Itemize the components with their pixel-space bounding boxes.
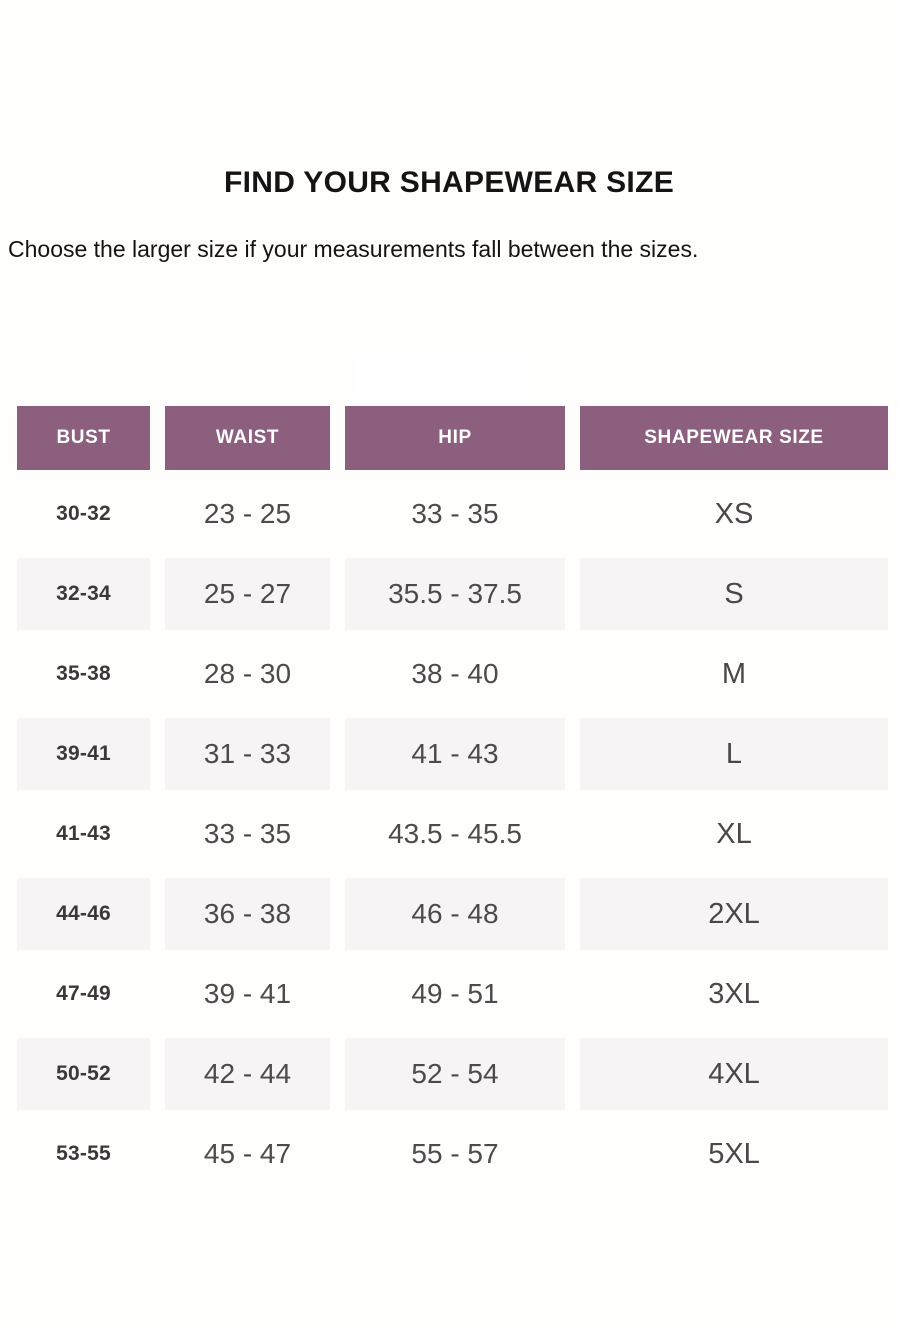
- size-cell: 4XL: [580, 1038, 888, 1110]
- waist-cell: 45 - 47: [203, 1138, 292, 1169]
- hip-cell: 43.5 - 45.5: [388, 818, 522, 849]
- waist-cell: 23 - 25: [203, 498, 292, 529]
- size-cell: S: [580, 558, 888, 630]
- hip-cell: 33 - 35: [411, 498, 499, 529]
- bust-cell: 47-49: [56, 982, 111, 1005]
- size-cell: 2XL: [580, 878, 888, 950]
- column-header-bust: BUST: [17, 406, 150, 470]
- hip-cell: 35.5 - 37.5: [345, 558, 565, 630]
- size-cell: 3XL: [708, 977, 760, 1010]
- waist-cell: 33 - 35: [203, 818, 292, 849]
- hip-cell: 41 - 43: [345, 718, 565, 790]
- bust-cell: 44-46: [17, 878, 150, 950]
- column-header-shapewear-size: SHAPEWEAR SIZE: [580, 406, 888, 470]
- bust-cell: 35-38: [56, 662, 111, 685]
- column-header-hip: HIP: [345, 406, 565, 470]
- bust-cell: 41-43: [56, 822, 111, 845]
- bust-cell: 32-34: [17, 558, 150, 630]
- size-cell: XS: [714, 497, 754, 530]
- hip-cell: 49 - 51: [411, 978, 499, 1009]
- size-cell: M: [721, 657, 747, 690]
- bust-cell: 39-41: [17, 718, 150, 790]
- size-cell: L: [580, 718, 888, 790]
- page-title: FIND YOUR SHAPEWEAR SIZE: [223, 166, 675, 199]
- size-cell: 5XL: [708, 1137, 760, 1170]
- size-cell: XL: [716, 817, 752, 850]
- column-header-waist: WAIST: [165, 406, 330, 470]
- bust-cell: 30-32: [56, 502, 111, 525]
- waist-cell: 31 - 33: [165, 718, 330, 790]
- bust-cell: 50-52: [17, 1038, 150, 1110]
- page-subtitle: Choose the larger size if your measureme…: [8, 236, 699, 262]
- hip-cell: 46 - 48: [345, 878, 565, 950]
- waist-cell: 36 - 38: [165, 878, 330, 950]
- waist-cell: 42 - 44: [165, 1038, 330, 1110]
- ghost-watermark: [358, 351, 534, 398]
- waist-cell: 28 - 30: [203, 658, 292, 689]
- bust-cell: 53-55: [56, 1142, 111, 1165]
- waist-cell: 39 - 41: [203, 978, 292, 1009]
- hip-cell: 55 - 57: [411, 1138, 499, 1169]
- size-chart-table: BUST WAIST HIP SHAPEWEAR SIZE 30-32 23 - …: [17, 406, 888, 1190]
- hip-cell: 38 - 40: [411, 658, 499, 689]
- waist-cell: 25 - 27: [165, 558, 330, 630]
- hip-cell: 52 - 54: [345, 1038, 565, 1110]
